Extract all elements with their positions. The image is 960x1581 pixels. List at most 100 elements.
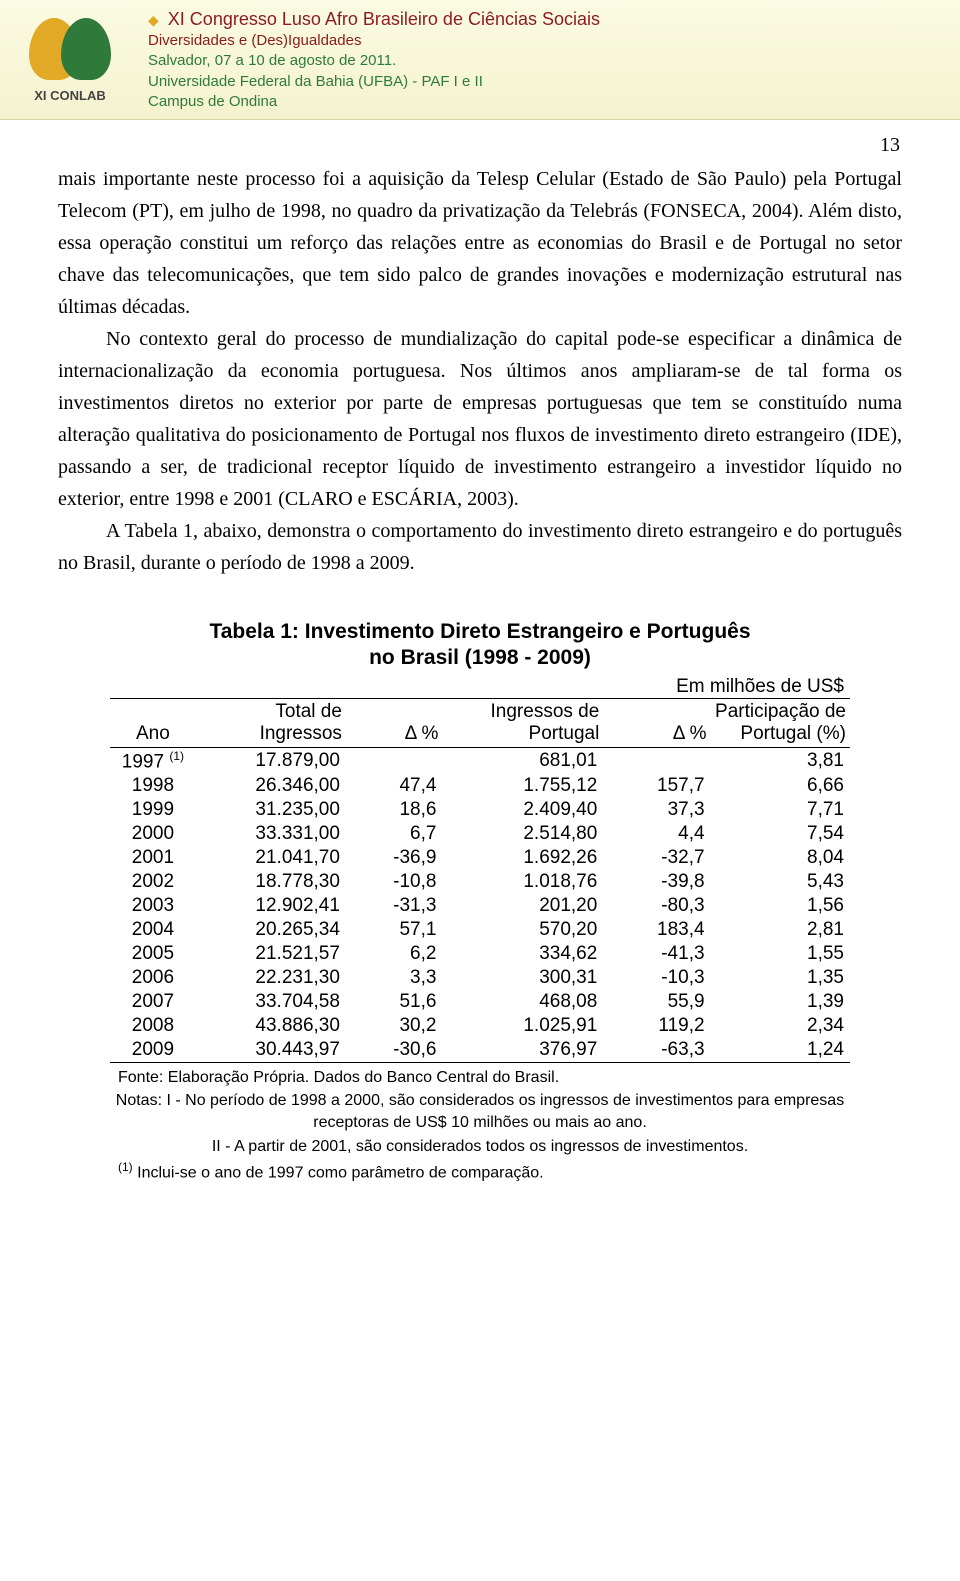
cell-ingressos: 570,20 xyxy=(442,918,603,942)
cell-delta1: -31,3 xyxy=(346,894,443,918)
congress-campus: Campus de Ondina xyxy=(148,92,950,112)
table-row: 200843.886,3030,21.025,91119,22,34 xyxy=(110,1014,850,1038)
cell-delta1: 6,7 xyxy=(346,822,443,846)
cell-delta1: -30,6 xyxy=(346,1038,443,1063)
logo-label: XI CONLAB xyxy=(34,88,106,103)
table-row: 200218.778,30-10,81.018,76-39,85,43 xyxy=(110,870,850,894)
cell-delta2: -41,3 xyxy=(603,942,710,966)
cell-delta2: 119,2 xyxy=(603,1014,710,1038)
table-body: 1997 (1)17.879,00681,013,81199826.346,00… xyxy=(110,747,850,1062)
cell-participacao: 5,43 xyxy=(711,870,850,894)
table-row: 199826.346,0047,41.755,12157,76,66 xyxy=(110,774,850,798)
cell-total: 17.879,00 xyxy=(196,747,346,774)
table-note-3: (1) Inclui-se o ano de 1997 como parâmet… xyxy=(110,1159,850,1184)
body-text: mais importante neste processo foi a aqu… xyxy=(0,157,960,589)
page-number: 13 xyxy=(0,120,960,157)
cell-ingressos: 1.018,76 xyxy=(442,870,603,894)
table-note-3-text: Inclui-se o ano de 1997 como parâmetro d… xyxy=(133,1165,544,1182)
col-header-total: Total de Ingressos xyxy=(196,698,346,747)
col-header-ingressos-pt: Ingressos de Portugal xyxy=(442,698,603,747)
cell-participacao: 1,24 xyxy=(711,1038,850,1063)
table-note-1: Notas: I - No período de 1998 a 2000, sã… xyxy=(110,1090,850,1133)
cell-ano: 2007 xyxy=(110,990,196,1014)
cell-ingressos: 2.409,40 xyxy=(442,798,603,822)
cell-participacao: 7,71 xyxy=(711,798,850,822)
col-header-ano: Ano xyxy=(110,698,196,747)
cell-total: 21.521,57 xyxy=(196,942,346,966)
cell-total: 21.041,70 xyxy=(196,846,346,870)
cell-ingressos: 300,31 xyxy=(442,966,603,990)
cell-delta2: -10,3 xyxy=(603,966,710,990)
cell-ano: 1997 (1) xyxy=(110,747,196,774)
table-row: 200521.521,576,2334,62-41,31,55 xyxy=(110,942,850,966)
cell-ingressos: 1.692,26 xyxy=(442,846,603,870)
cell-ano: 2001 xyxy=(110,846,196,870)
cell-ano: 2006 xyxy=(110,966,196,990)
col-header-delta2: Δ % xyxy=(603,698,710,747)
cell-participacao: 1,55 xyxy=(711,942,850,966)
cell-participacao: 2,81 xyxy=(711,918,850,942)
table-title: Tabela 1: Investimento Direto Estrangeir… xyxy=(110,619,850,672)
cell-ingressos: 1.025,91 xyxy=(442,1014,603,1038)
cell-participacao: 7,54 xyxy=(711,822,850,846)
cell-participacao: 3,81 xyxy=(711,747,850,774)
table-note-2: II - A partir de 2001, são considerados … xyxy=(110,1136,850,1158)
congress-subtitle: Diversidades e (Des)Igualdades xyxy=(148,31,950,51)
cell-total: 43.886,30 xyxy=(196,1014,346,1038)
cell-total: 33.331,00 xyxy=(196,822,346,846)
cell-ingressos: 376,97 xyxy=(442,1038,603,1063)
cell-total: 22.231,30 xyxy=(196,966,346,990)
table-source: Fonte: Elaboração Própria. Dados do Banc… xyxy=(110,1067,850,1089)
table-1: Tabela 1: Investimento Direto Estrangeir… xyxy=(110,619,850,1184)
paragraph-1: mais importante neste processo foi a aqu… xyxy=(58,163,902,323)
cell-delta1: 6,2 xyxy=(346,942,443,966)
cell-total: 30.443,97 xyxy=(196,1038,346,1063)
cell-delta1: 18,6 xyxy=(346,798,443,822)
congress-university: Universidade Federal da Bahia (UFBA) - P… xyxy=(148,72,950,92)
logo-head-right-icon xyxy=(61,18,111,80)
table-footnotes: Fonte: Elaboração Própria. Dados do Banc… xyxy=(110,1067,850,1184)
conlab-logo: XI CONLAB xyxy=(10,10,130,110)
cell-delta1: 3,3 xyxy=(346,966,443,990)
cell-participacao: 2,34 xyxy=(711,1014,850,1038)
cell-delta1: 30,2 xyxy=(346,1014,443,1038)
cell-delta2: 183,4 xyxy=(603,918,710,942)
cell-delta2: 4,4 xyxy=(603,822,710,846)
cell-delta2: -80,3 xyxy=(603,894,710,918)
cell-delta1 xyxy=(346,747,443,774)
table-row: 200033.331,006,72.514,804,47,54 xyxy=(110,822,850,846)
table-row: 200930.443,97-30,6376,97-63,31,24 xyxy=(110,1038,850,1063)
cell-ano: 2008 xyxy=(110,1014,196,1038)
cell-participacao: 1,56 xyxy=(711,894,850,918)
cell-total: 18.778,30 xyxy=(196,870,346,894)
paragraph-3: A Tabela 1, abaixo, demonstra o comporta… xyxy=(58,515,902,579)
header-text-block: ◆ XI Congresso Luso Afro Brasileiro de C… xyxy=(140,7,950,112)
cell-delta2: 37,3 xyxy=(603,798,710,822)
conference-header: XI CONLAB ◆ XI Congresso Luso Afro Brasi… xyxy=(0,0,960,120)
cell-total: 12.902,41 xyxy=(196,894,346,918)
cell-ano: 2009 xyxy=(110,1038,196,1063)
cell-delta1: -36,9 xyxy=(346,846,443,870)
cell-delta1: 51,6 xyxy=(346,990,443,1014)
cell-delta2: 55,9 xyxy=(603,990,710,1014)
cell-ingressos: 334,62 xyxy=(442,942,603,966)
logo-faces-graphic xyxy=(25,16,115,86)
cell-ano: 2000 xyxy=(110,822,196,846)
table-row: 1997 (1)17.879,00681,013,81 xyxy=(110,747,850,774)
table-row: 200420.265,3457,1570,20183,42,81 xyxy=(110,918,850,942)
congress-title: XI Congresso Luso Afro Brasileiro de Ciê… xyxy=(168,9,600,29)
cell-delta2: -63,3 xyxy=(603,1038,710,1063)
cell-ingressos: 1.755,12 xyxy=(442,774,603,798)
paragraph-2: No contexto geral do processo de mundial… xyxy=(58,323,902,515)
cell-ano: 2002 xyxy=(110,870,196,894)
col-header-delta1: Δ % xyxy=(346,698,443,747)
cell-ano: 2003 xyxy=(110,894,196,918)
cell-delta2: -39,8 xyxy=(603,870,710,894)
congress-date-location: Salvador, 07 a 10 de agosto de 2011. xyxy=(148,51,950,71)
cell-participacao: 8,04 xyxy=(711,846,850,870)
table-row: 200121.041,70-36,91.692,26-32,78,04 xyxy=(110,846,850,870)
cell-ano: 1999 xyxy=(110,798,196,822)
cell-ano: 1998 xyxy=(110,774,196,798)
cell-total: 31.235,00 xyxy=(196,798,346,822)
cell-ingressos: 201,20 xyxy=(442,894,603,918)
